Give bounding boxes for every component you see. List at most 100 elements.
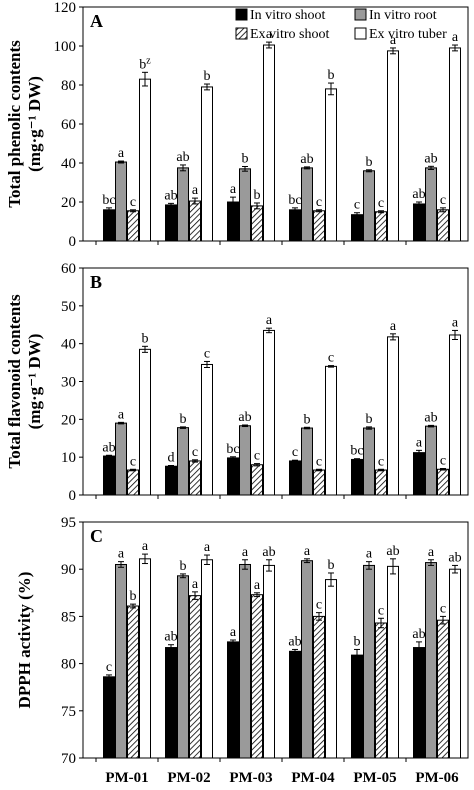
- significance-letter: c: [316, 598, 322, 613]
- y-tick-label: 60: [61, 117, 76, 133]
- bar-3-4: [387, 336, 399, 496]
- y-tick-label: 100: [54, 39, 77, 55]
- significance-letter: a: [428, 545, 435, 560]
- significance-letter: b: [254, 188, 261, 203]
- significance-letter: b: [328, 558, 335, 573]
- significance-letter: a: [366, 547, 373, 562]
- bar-1-1: [177, 167, 189, 242]
- bar-3-0: [139, 558, 151, 759]
- bar-1-5: [425, 562, 437, 759]
- significance-letter: a: [204, 540, 211, 555]
- significance-letter: ab: [412, 187, 425, 202]
- y-tick-label: 75: [61, 704, 76, 720]
- panel-letter: B: [90, 272, 102, 292]
- bar-3-3: [325, 579, 337, 759]
- bar-0-0: [103, 455, 115, 496]
- bar-2-0: [127, 469, 139, 496]
- bar-0-2: [227, 457, 239, 496]
- bar-3-0: [139, 78, 151, 242]
- bar-2-4: [375, 469, 387, 496]
- significance-letter: a: [390, 33, 397, 48]
- y-tick-label: 40: [61, 337, 76, 353]
- y-axis-label: Total phenolic contents: [5, 40, 24, 208]
- bar-3-5: [449, 47, 461, 242]
- significance-letter: a: [192, 577, 199, 592]
- bar-1-2: [239, 425, 251, 496]
- y-axis-label-unit: (mg·g⁻¹ DW): [25, 334, 44, 430]
- bar-1-3: [301, 560, 313, 759]
- significance-letter: a: [242, 545, 249, 560]
- significance-letter: b: [354, 634, 361, 649]
- significance-letter: a: [118, 407, 125, 422]
- bar-3-3: [325, 365, 337, 496]
- significance-letter: b: [304, 412, 311, 427]
- significance-letter: ab: [386, 544, 399, 559]
- legend-swatch: [354, 27, 367, 40]
- bar-1-3: [301, 167, 313, 242]
- legend-label: Ex vitro shoot: [250, 27, 329, 42]
- significance-letter: b: [204, 69, 211, 84]
- bar-0-4: [351, 458, 363, 496]
- significance-letter: a: [266, 313, 273, 328]
- significance-letter: ab: [262, 545, 275, 560]
- significance-letter: bc: [288, 193, 301, 208]
- panel-a: 0 20 40 60 80 100 120 A Total phenolic contents(…: [5, 0, 469, 250]
- y-tick-label: 80: [61, 657, 76, 673]
- y-axis-label: DPPH activity (%): [15, 572, 34, 709]
- significance-letter: ab: [238, 410, 251, 425]
- significance-letter: c: [192, 445, 198, 460]
- significance-letter: ab: [176, 150, 189, 165]
- y-tick-label: 80: [61, 78, 76, 94]
- bar-2-5: [437, 468, 449, 496]
- bar-0-3: [289, 209, 301, 242]
- x-tick-label: PM-04: [291, 770, 335, 786]
- significance-letter: a: [266, 27, 273, 42]
- significance-letter: ab: [102, 440, 115, 455]
- significance-letter: c: [130, 454, 136, 469]
- significance-letter: b: [328, 68, 335, 83]
- significance-letter: c: [292, 445, 298, 460]
- bar-0-3: [289, 460, 301, 496]
- significance-letter: ab: [424, 151, 437, 166]
- bar-0-0: [103, 676, 115, 759]
- bar-1-4: [363, 427, 375, 496]
- y-tick-label: 10: [61, 450, 76, 466]
- significance-letter: c: [378, 603, 384, 618]
- significance-letter: b: [180, 559, 187, 574]
- significance-letter: d: [168, 450, 175, 465]
- y-tick-label: 60: [61, 261, 76, 277]
- bar-0-3: [289, 650, 301, 759]
- bar-3-4: [387, 50, 399, 242]
- bar-1-2: [239, 168, 251, 242]
- y-axis-label: Total flavonoid contents: [5, 294, 24, 469]
- bar-1-4: [363, 170, 375, 242]
- significance-letter: b: [366, 155, 373, 170]
- bar-1-1: [177, 427, 189, 496]
- x-tick-label: PM-05: [353, 770, 396, 786]
- bar-0-5: [413, 647, 425, 759]
- significance-letter: b: [366, 412, 373, 427]
- bar-2-3: [313, 469, 325, 496]
- bar-1-1: [177, 575, 189, 759]
- significance-letter: ab: [300, 152, 313, 167]
- significance-letter: c: [354, 198, 360, 213]
- bar-2-0: [127, 210, 139, 242]
- significance-letter: c: [254, 449, 260, 464]
- x-tick-label: PM-06: [415, 770, 459, 786]
- significance-letter: bc: [226, 442, 239, 457]
- panel-letter: A: [90, 11, 103, 31]
- significance-letter: a: [304, 544, 311, 559]
- y-axis-label-unit: (mg·g⁻¹ DW): [25, 76, 44, 172]
- bar-3-1: [201, 86, 213, 242]
- y-tick-label: 40: [61, 156, 76, 172]
- bar-0-5: [413, 203, 425, 242]
- significance-letter: b: [180, 412, 187, 427]
- significance-letter: bc: [102, 193, 115, 208]
- bar-3-4: [387, 565, 399, 759]
- legend-label: Ex vitro tuber: [369, 27, 447, 42]
- significance-letter: ab: [412, 627, 425, 642]
- x-tick-label: PM-03: [229, 770, 272, 786]
- bar-1-0: [115, 161, 127, 242]
- significance-letter: b: [142, 331, 149, 346]
